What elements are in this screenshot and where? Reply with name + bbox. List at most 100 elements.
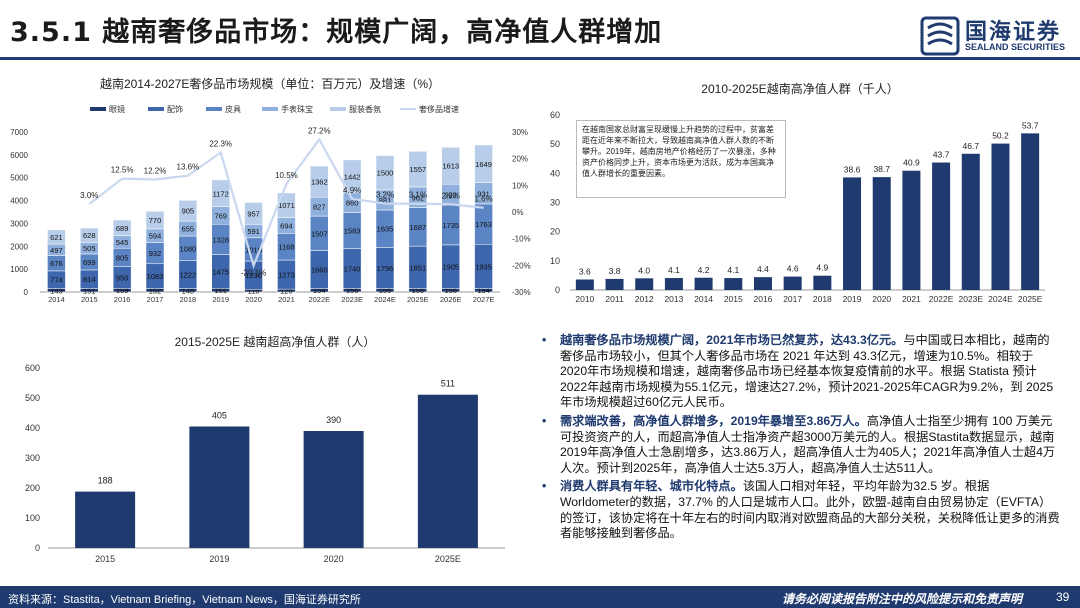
- bar-value-label: 4.4: [757, 264, 769, 274]
- bar-value-label: 390: [326, 415, 341, 425]
- x-tick-label: 2023E: [958, 294, 983, 304]
- bar-segment: [178, 200, 198, 222]
- x-tick-label: 2018: [180, 295, 197, 304]
- bullet-body: 与中国或日本相比，越南的奢侈品市场较小，但其个人奢侈品市场在 2021 年达到 …: [560, 333, 1054, 410]
- bar-value-label: 1935: [475, 262, 492, 271]
- bar-value-label: 53.7: [1022, 120, 1039, 130]
- x-tick-label: 2012: [635, 294, 654, 304]
- bar-value-label: 151: [83, 286, 96, 295]
- growth-label: 12.5%: [111, 166, 134, 175]
- bar-value-label: 814: [83, 275, 96, 284]
- luxury-market-chart: 越南2014-2027E奢侈品市场规模（单位：百万元）及增速（%） 眼镜 配饰 皮具 手…: [10, 76, 531, 304]
- y-tick-label: 600: [25, 363, 40, 373]
- y2-tick-label: -30%: [512, 288, 531, 297]
- bullet-body: 高净值人士指至少拥有 100 万美元可投资资产的人，而超高净值人士指净资产超30…: [560, 413, 1056, 475]
- y-tick-label: 3000: [10, 219, 28, 228]
- bar-value-label: 1687: [410, 223, 427, 232]
- y2-tick-label: 0%: [512, 208, 524, 217]
- bar-value-label: 126: [280, 287, 293, 296]
- page-number: 39: [1056, 590, 1070, 604]
- bar-segment: [375, 155, 395, 191]
- bar-value-label: 505: [83, 244, 96, 253]
- bar-value-label: 3.6: [579, 267, 591, 277]
- growth-label: 27.2%: [308, 126, 331, 135]
- bar: [75, 491, 136, 548]
- x-tick-label: 2021: [902, 294, 921, 304]
- bar-value-label: 38.6: [844, 164, 861, 174]
- bar-value-label: 3.8: [609, 266, 621, 276]
- bar-segment: [310, 165, 329, 198]
- bar: [843, 177, 862, 290]
- source-note: 资料来源：Stastita，Vietnam Briefing，Vietnam N…: [8, 594, 361, 606]
- bar-value-label: 769: [214, 211, 227, 220]
- y-tick-label: 60: [550, 110, 560, 120]
- bar-value-label: 774: [50, 276, 63, 285]
- x-tick-label: 2025E: [407, 295, 429, 304]
- bar: [189, 426, 250, 548]
- disclaimer-link[interactable]: 请务必阅读报告附注中的风险提示和免责声明: [782, 592, 1023, 606]
- legend-label: 奢侈品增速: [419, 104, 459, 114]
- bar-value-label: 922: [444, 191, 457, 200]
- x-tick-label: 2014: [694, 294, 713, 304]
- bar-value-label: 1740: [344, 265, 361, 274]
- growth-label: 3.2%: [376, 190, 394, 199]
- bar-value-label: 188: [98, 476, 113, 486]
- bullet-head: 消费人群具有年轻、城市化特点。: [560, 479, 743, 494]
- hnwi-chart: 2010-2025E越南高净值人群（千人）60504030201003.6201…: [550, 81, 1045, 304]
- bar-value-label: 699: [83, 258, 96, 267]
- y-tick-label: 100: [25, 513, 40, 523]
- bar-value-label: 148: [182, 286, 195, 295]
- chart-title: 2010-2025E越南高净值人群（千人）: [701, 81, 898, 96]
- x-tick-label: 2016: [754, 294, 773, 304]
- y-tick-label: 500: [25, 393, 40, 403]
- bar-value-label: 827: [313, 203, 326, 212]
- bar-value-label: 931: [477, 189, 490, 198]
- bar-value-label: 156: [379, 286, 392, 295]
- bar-value-label: 149: [50, 286, 63, 295]
- chart-title: 越南2014-2027E奢侈品市场规模（单位：百万元）及增速（%）: [100, 76, 440, 91]
- bar-value-label: 1222: [180, 271, 197, 280]
- y2-tick-label: -10%: [512, 235, 531, 244]
- bar-value-label: 860: [346, 199, 359, 208]
- x-tick-label: 2022E: [308, 295, 330, 304]
- bar: [813, 275, 832, 290]
- bar-value-label: 40.9: [903, 158, 920, 168]
- y-tick-label: 0: [35, 543, 40, 553]
- bullet-icon: •: [542, 333, 547, 347]
- bar-value-label: 1442: [344, 172, 361, 181]
- x-tick-label: 2015: [724, 294, 743, 304]
- bar-value-label: 1583: [344, 227, 361, 236]
- y-tick-label: 40: [550, 168, 560, 178]
- bar-value-label: 1796: [377, 264, 394, 273]
- bar-value-label: 43.7: [933, 150, 950, 160]
- x-tick-label: 2019: [212, 295, 229, 304]
- y-tick-label: 4000: [10, 197, 28, 206]
- y-tick-label: 30: [550, 198, 560, 208]
- bar-value-label: 594: [149, 232, 162, 241]
- bar-value-label: 655: [182, 225, 195, 234]
- x-tick-label: 2010: [575, 294, 594, 304]
- bar-value-label: 628: [83, 231, 96, 240]
- x-tick-label: 2016: [114, 295, 131, 304]
- growth-line: [88, 137, 484, 269]
- bar-value-label: 957: [247, 209, 260, 218]
- y-tick-label: 300: [25, 453, 40, 463]
- bar-value-label: 4.1: [727, 265, 739, 275]
- y-tick-label: 6000: [10, 151, 28, 160]
- logo-icon: [920, 16, 960, 56]
- bullet-list: • 越南奢侈品市场规模广阔，2021年市场已然复苏，达43.3亿元。与中国或日本相…: [540, 333, 1060, 545]
- bar-value-label: 694: [280, 221, 293, 230]
- bar-value-label: 1649: [475, 160, 492, 169]
- growth-label: 22.3%: [209, 140, 232, 149]
- x-tick-label: 2020: [872, 294, 891, 304]
- bar-segment: [408, 151, 428, 188]
- bar-value-label: 1635: [377, 225, 394, 234]
- bar-value-label: 4.1: [668, 265, 680, 275]
- bullet-item: • 需求端改善，高净值人群增多，2019年暴增至3.86万人。高净值人士指至少拥有…: [540, 414, 1060, 476]
- bar-value-label: 152: [149, 286, 162, 295]
- hnwi-annotation-box: 在越南国家总财富呈现缓慢上升趋势的过程中，贫富差距在近年来不断拉大，导致越南高净…: [576, 120, 786, 198]
- bar-value-label: 1557: [410, 165, 427, 174]
- growth-label: 3.1%: [409, 191, 427, 200]
- bar-value-label: 1763: [475, 220, 492, 229]
- y-tick-label: 0: [24, 288, 29, 297]
